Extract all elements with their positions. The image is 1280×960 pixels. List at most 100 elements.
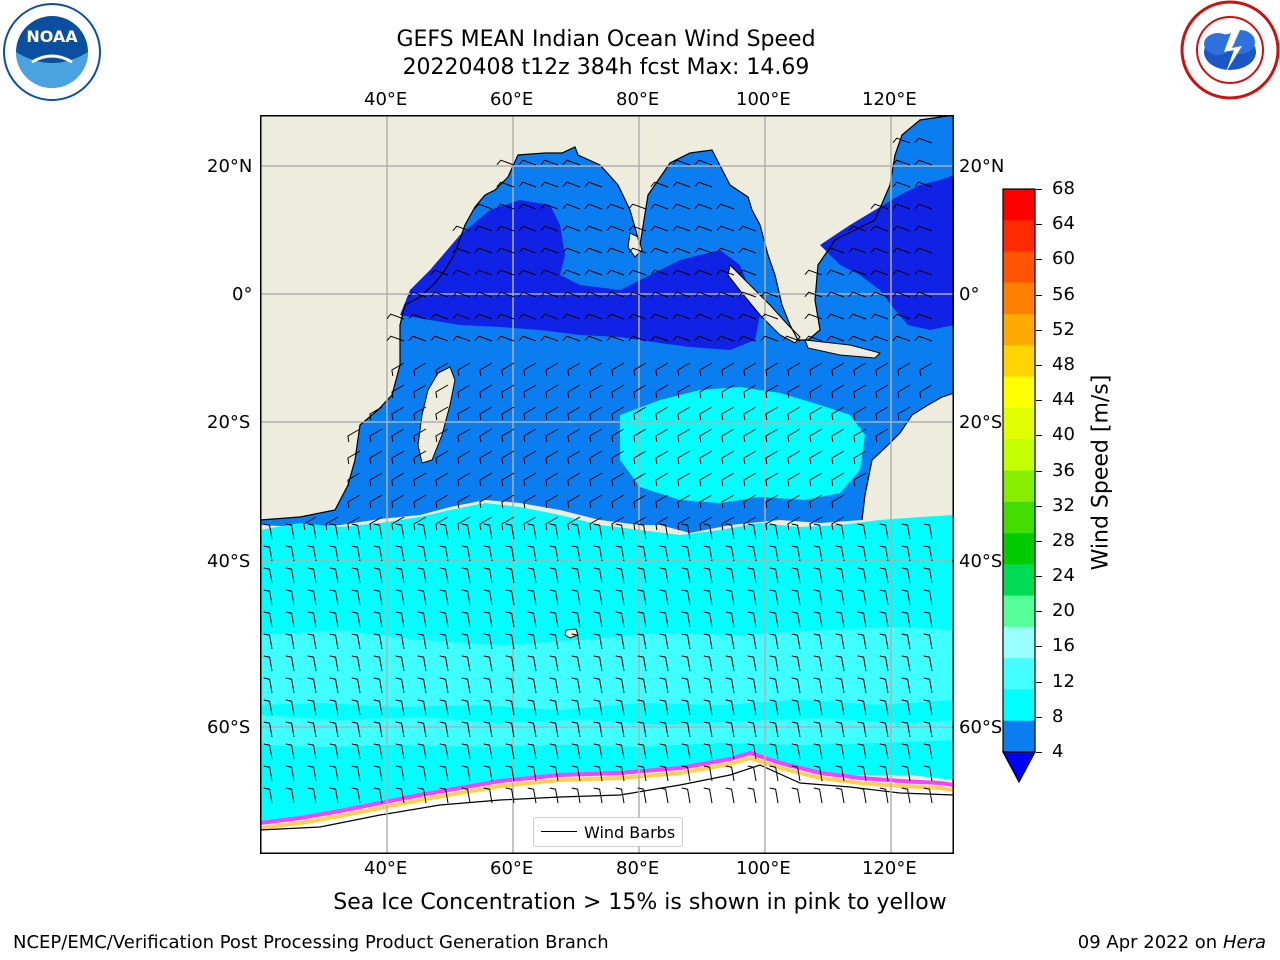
wind-barb	[628, 291, 647, 298]
wind-barb	[606, 313, 625, 320]
wind-barb	[369, 428, 383, 442]
wind-barb	[523, 516, 537, 530]
wind-barb	[395, 633, 405, 650]
wind-barb	[694, 181, 713, 188]
wind-barb	[879, 765, 889, 782]
wind-barb	[501, 428, 515, 442]
wind-barb	[395, 567, 405, 584]
wind-barb	[633, 472, 647, 486]
wind-barb	[791, 567, 801, 584]
wind-barb	[650, 181, 669, 188]
wind-barb	[637, 633, 647, 650]
wind-barb	[263, 611, 273, 628]
wind-barb	[567, 472, 581, 486]
wind-barb	[615, 787, 625, 804]
wind-barb	[479, 428, 493, 442]
wind-barb	[369, 472, 383, 486]
wind-barb	[923, 699, 933, 716]
wind-barb	[562, 225, 581, 232]
wind-barb	[813, 721, 823, 738]
wind-barb	[373, 545, 383, 562]
wind-barb	[505, 655, 515, 672]
wind-barb	[505, 743, 515, 760]
wind-barb	[831, 516, 845, 530]
wind-barb	[892, 225, 911, 232]
wind-barb	[809, 516, 823, 530]
wind-barb	[395, 523, 405, 540]
wind-barb	[285, 545, 295, 562]
wind-barb	[721, 406, 735, 420]
wind-barb	[329, 633, 339, 650]
wind-barb	[285, 677, 295, 694]
wind-barb	[809, 450, 823, 464]
wind-barb	[835, 655, 845, 672]
wind-barb	[681, 699, 691, 716]
wind-barb	[615, 633, 625, 650]
wind-barb	[351, 545, 361, 562]
chart-title-line2: 20220408 t12z 384h fcst Max: 14.69	[402, 55, 810, 80]
wind-barb	[743, 472, 757, 486]
lon-label-bottom-40e: 40°E	[364, 858, 408, 879]
wind-barb	[523, 494, 537, 508]
wind-barb	[615, 699, 625, 716]
wind-barb	[369, 406, 383, 420]
wind-barb	[633, 384, 647, 398]
wind-barb	[307, 765, 317, 782]
wind-barb	[457, 362, 471, 376]
wind-barb	[417, 633, 427, 650]
wind-barb	[747, 699, 757, 716]
wind-barb	[329, 765, 339, 782]
wind-barb	[870, 269, 889, 276]
wind-barb	[879, 743, 889, 760]
colorbar-tick-label: 24	[1052, 565, 1075, 587]
wind-barb	[373, 677, 383, 694]
wind-barb	[567, 494, 581, 508]
wind-barb	[483, 523, 493, 540]
wind-barb	[769, 545, 779, 562]
wind-barb	[813, 787, 823, 804]
wind-barb	[461, 743, 471, 760]
wind-barb	[826, 313, 845, 320]
wind-barb	[703, 589, 713, 606]
wind-barb	[809, 494, 823, 508]
wind-barb	[540, 269, 559, 276]
wind-barb	[831, 472, 845, 486]
wind-barb	[329, 721, 339, 738]
wind-barb	[787, 450, 801, 464]
wind-barb	[857, 787, 867, 804]
wind-barb	[479, 494, 493, 508]
wind-barb	[523, 472, 537, 486]
wind-barb	[892, 181, 911, 188]
wind-barb	[263, 655, 273, 672]
wind-barb	[659, 633, 669, 650]
colorbar-swatch	[1003, 189, 1035, 221]
wind-barb	[307, 699, 317, 716]
wind-barb	[347, 450, 361, 464]
wind-barb	[716, 225, 735, 232]
wind-barb	[307, 523, 317, 540]
wind-barb	[496, 203, 515, 210]
wind-barb	[769, 523, 779, 540]
lon-label-bottom-60e: 60°E	[490, 858, 534, 879]
wind-barb	[474, 291, 493, 298]
wind-barb	[527, 787, 537, 804]
lon-label-top-80e: 80°E	[616, 89, 660, 110]
wind-barb	[694, 159, 713, 166]
wind-barb	[747, 787, 757, 804]
wind-barb	[769, 611, 779, 628]
wind-barb	[628, 203, 647, 210]
sea-ice-edge-pink	[260, 750, 954, 825]
wind-barb	[879, 787, 889, 804]
wind-barb	[457, 472, 471, 486]
wind-barb	[263, 545, 273, 562]
wind-barb	[417, 743, 427, 760]
wind-barb	[791, 611, 801, 628]
wind-barb	[747, 721, 757, 738]
wind-barb	[452, 225, 471, 232]
wind-barb	[606, 269, 625, 276]
wind-barb	[549, 633, 559, 650]
wind-barb	[496, 159, 515, 166]
wind-barb	[892, 203, 911, 210]
wind-barb	[765, 362, 779, 376]
wind-barb	[743, 450, 757, 464]
